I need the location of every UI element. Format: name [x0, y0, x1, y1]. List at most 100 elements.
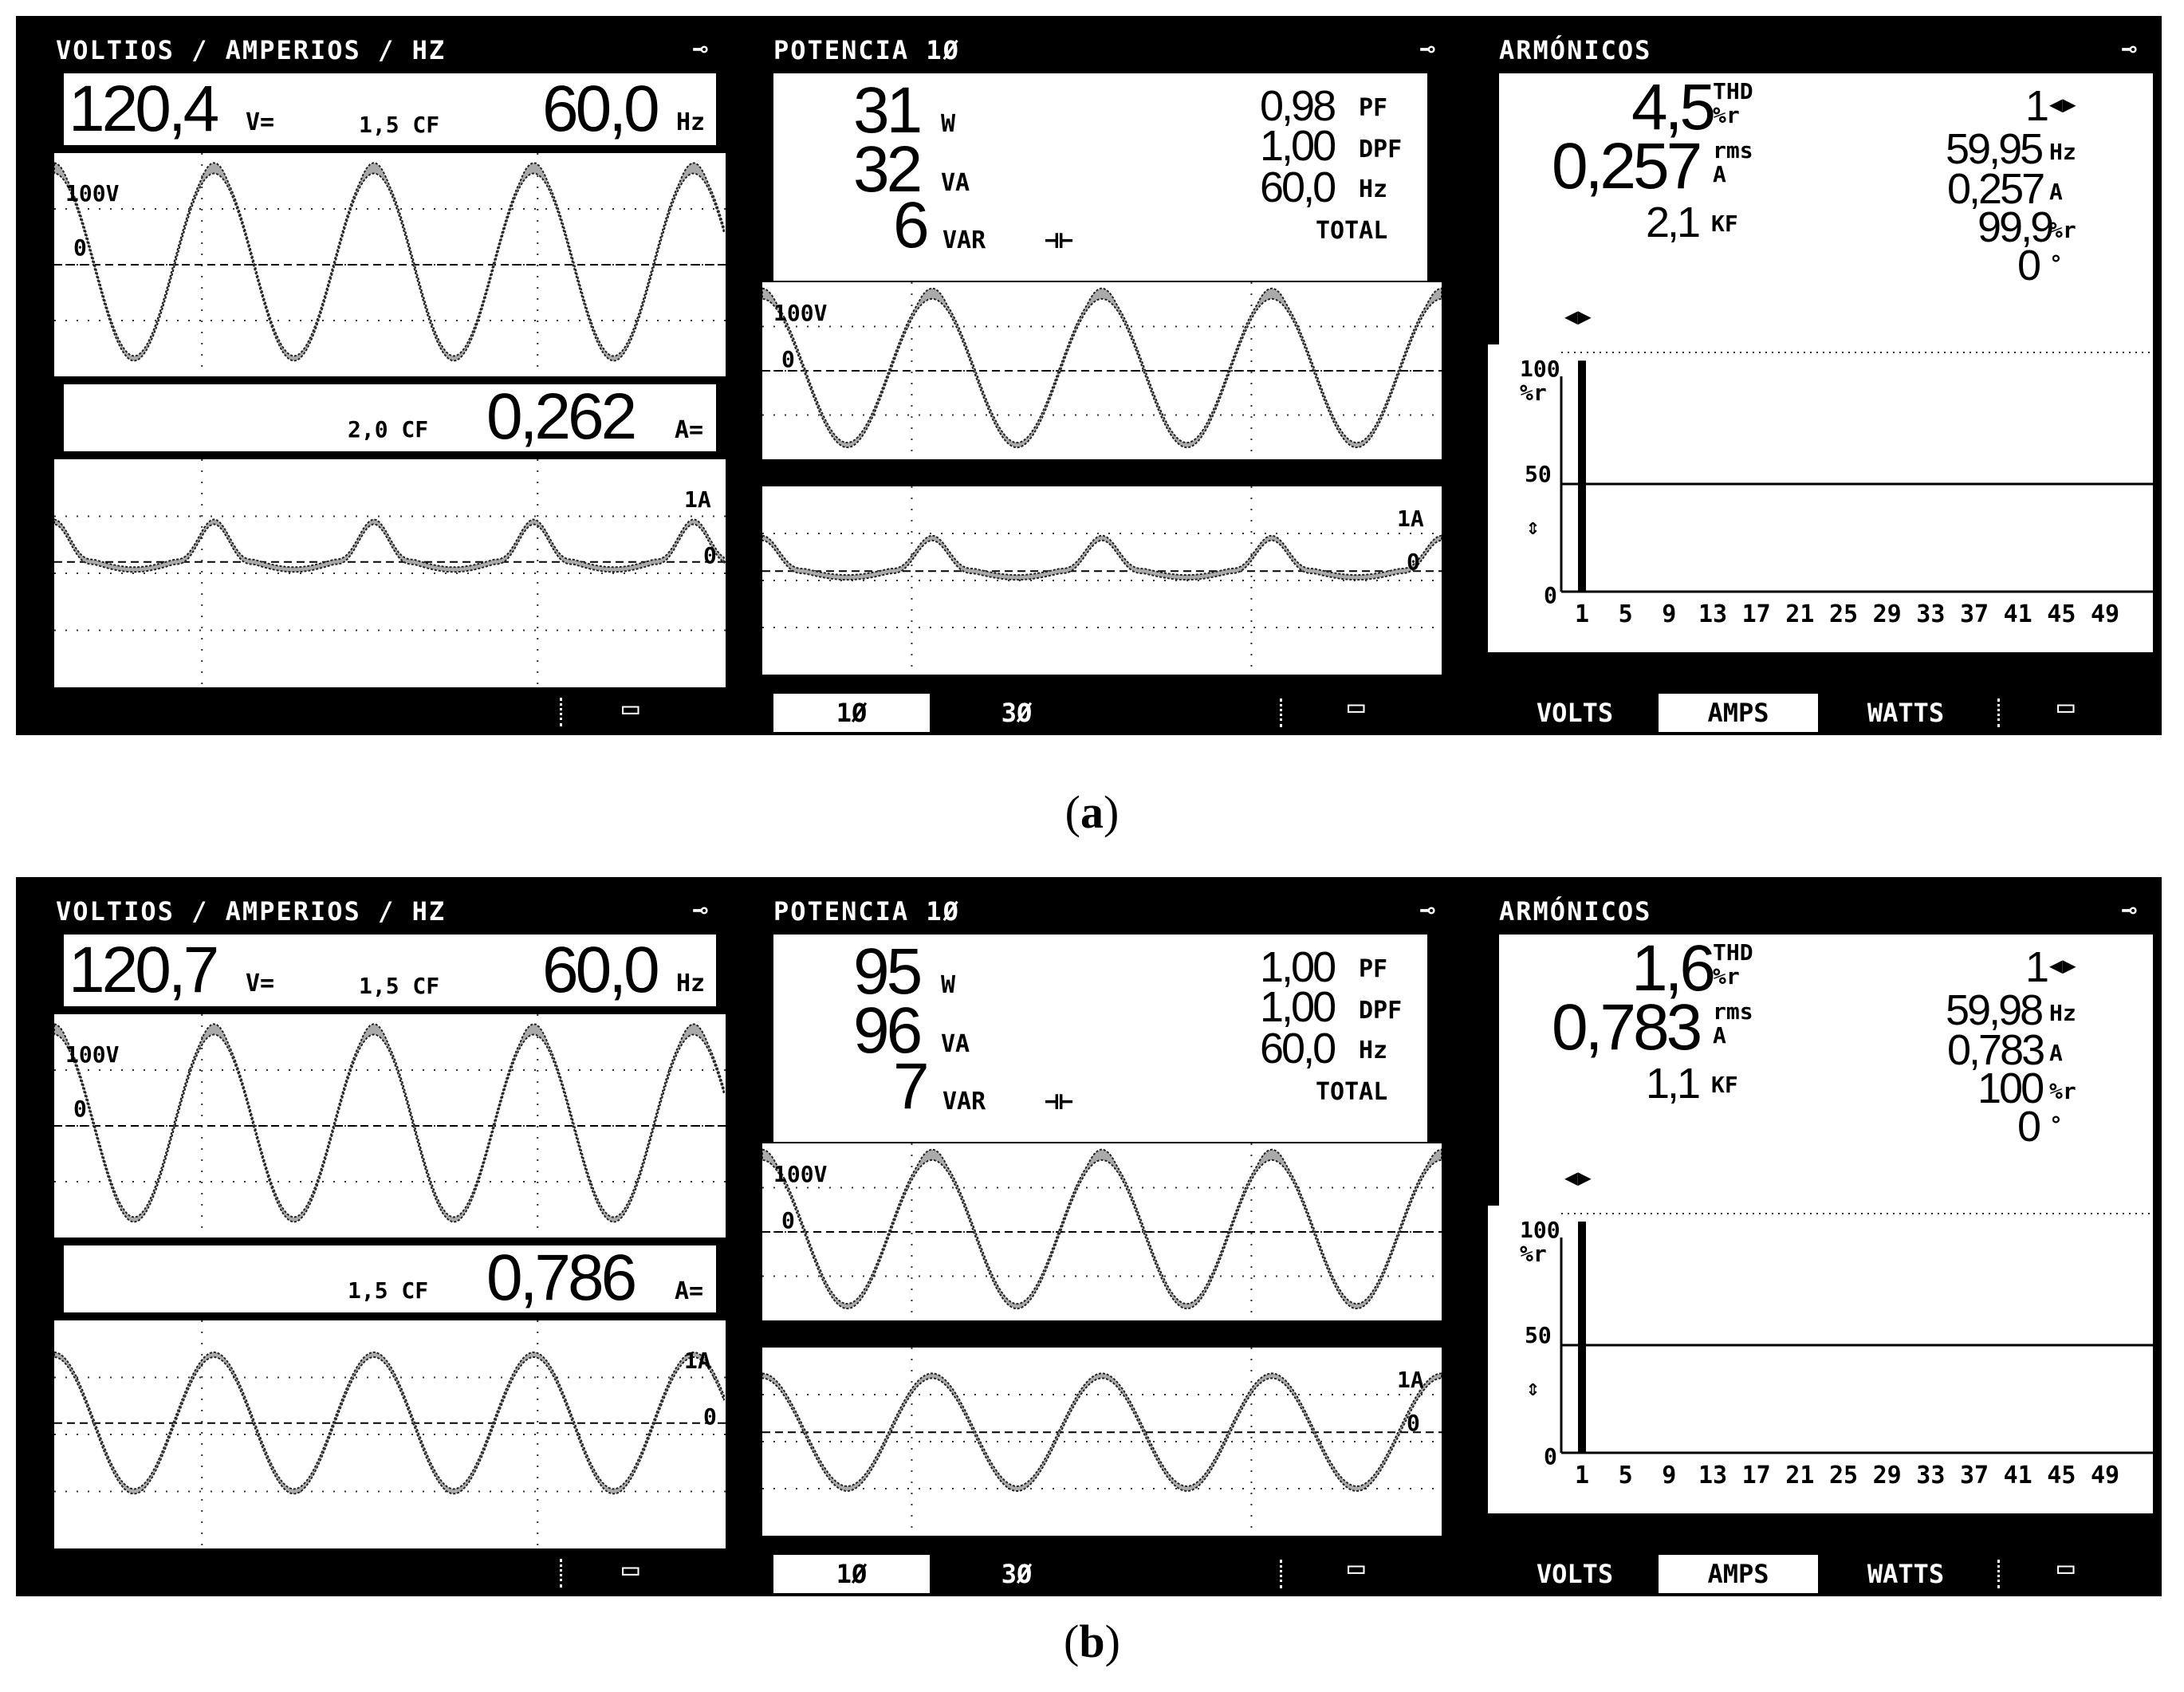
tab-amps[interactable]: AMPS: [1659, 694, 1818, 732]
va-unit: VA: [941, 1030, 970, 1058]
thd-unit: %r: [1713, 102, 1740, 128]
dpf-value: 1,00: [1260, 122, 1336, 170]
current-scale-label: 1A: [1397, 506, 1424, 532]
current-value: 0,262: [486, 380, 637, 453]
harmonic-tabs: VOLTS AMPS WATTS ▭: [1499, 691, 2153, 732]
harmonics-readout: 4,5 THD %r 0,257 rms A 2,1 KF 1 ◀▶ 59,95…: [1499, 73, 2153, 344]
tab-watts[interactable]: WATTS: [1826, 694, 1985, 732]
tab-1-phase[interactable]: 1Ø: [773, 694, 930, 732]
thd-label: THD: [1713, 78, 1753, 104]
screen-icon[interactable]: ▭: [622, 1553, 639, 1586]
tab-volts[interactable]: VOLTS: [1499, 694, 1651, 732]
voltage-value: 120,7: [69, 934, 219, 1006]
rms-value: 0,783: [1552, 991, 1702, 1064]
harmonic-spectrum: 1 5 9 13 17 21 25 29 33 37 41 45 49 100 %r 50 ⇕ 0: [1488, 344, 2153, 652]
rms-label: rms: [1713, 998, 1753, 1025]
panel-title: VOLTIOS / AMPERIOS / HZ: [56, 896, 447, 927]
va-unit: VA: [941, 169, 970, 197]
tab-volts[interactable]: VOLTS: [1499, 1555, 1651, 1593]
pf-unit: PF: [1359, 955, 1388, 983]
harmonic-cursor-icon[interactable]: ◀▶: [2049, 91, 2076, 117]
y-axis-unit: %r: [1520, 380, 1547, 406]
zero-label: 0: [703, 542, 717, 569]
va-value: 96: [853, 994, 923, 1067]
voltage-scale-label: 100V: [65, 180, 120, 207]
voltage-scale-label: 100V: [773, 1161, 828, 1187]
y-axis-zero-label: 0: [1544, 1443, 1557, 1470]
harmonics-panel: ARMÓNICOS ⊸ 4,5 THD %r 0,257 rms A 2,1 K…: [1475, 16, 2153, 735]
harmonic-tabs: VOLTS AMPS WATTS ▭: [1499, 1552, 2153, 1593]
bar-cursor-icon[interactable]: ◀▶: [1564, 1164, 1592, 1190]
x-tick-label: 21: [1785, 600, 1814, 628]
bar-cursor-icon[interactable]: ◀▶: [1564, 303, 1592, 329]
zero-label: 0: [1407, 549, 1420, 575]
percent-unit: %r: [2049, 1078, 2076, 1104]
x-tick-label: 49: [2091, 1462, 2119, 1489]
capacitor-icon: ⊣⊢: [1045, 226, 1074, 254]
rms-unit: A: [1713, 1022, 1726, 1049]
tab-3-phase[interactable]: 3Ø: [949, 1555, 1084, 1593]
analyzer-screens-b: VOLTIOS / AMPERIOS / HZ ⊸ 120,7 V= 1,5 C…: [16, 877, 2162, 1596]
tab-watts[interactable]: WATTS: [1826, 1555, 1985, 1593]
var-unit: VAR: [942, 226, 986, 254]
x-tick-label: 41: [2004, 600, 2032, 628]
screen-icon[interactable]: ▭: [2057, 1552, 2075, 1584]
current-crest-factor: 1,5 CF: [348, 1277, 429, 1304]
amps-unit: A: [2049, 1040, 2063, 1066]
tab-1-phase[interactable]: 1Ø: [773, 1555, 930, 1593]
screen-icon[interactable]: ▭: [622, 692, 639, 725]
frequency-value: 60,0: [1260, 1025, 1336, 1072]
zero-label: 0: [781, 346, 795, 372]
harmonic-phase: 0: [2017, 1103, 2041, 1151]
caption-a: (a): [1064, 786, 1120, 838]
voltage-scope: 100V 0: [54, 1014, 726, 1238]
kf-unit: KF: [1711, 211, 1738, 237]
current-scale-label: 1A: [684, 486, 711, 513]
voltage-value: 120,4: [69, 73, 219, 145]
total-label: TOTAL: [1316, 217, 1388, 245]
scroll-icon[interactable]: ⇕: [1526, 514, 1540, 540]
screen-icon[interactable]: ▭: [1348, 1552, 1365, 1584]
x-tick-label: 1: [1575, 1462, 1589, 1489]
current-scope: 1A 0: [762, 1348, 1442, 1536]
voltage-readout: 120,4 V= 1,5 CF 60,0 Hz: [64, 73, 716, 145]
pf-value: 1,00: [1260, 943, 1336, 991]
kf-value: 2,1: [1646, 199, 1701, 246]
watts-unit: W: [941, 971, 956, 999]
x-tick-label: 29: [1873, 1462, 1902, 1489]
divider: [1280, 1560, 1285, 1588]
plug-icon: ⊸: [692, 895, 708, 925]
current-readout: 1,5 CF 0,786 A=: [64, 1245, 716, 1312]
voltage-crest-factor: 1,5 CF: [359, 973, 440, 999]
harmonic-percent: 99,9: [1977, 203, 2054, 251]
frequency-unit: Hz: [676, 108, 706, 136]
tab-amps[interactable]: AMPS: [1659, 1555, 1818, 1593]
frequency-unit: Hz: [2049, 139, 2076, 165]
voltage-scope: 100V 0: [54, 153, 726, 376]
power-panel: POTENCIA 1Ø ⊸ 31 W 32 VA 6 VAR ⊣⊢ 0,98 P…: [750, 16, 1451, 735]
scroll-icon[interactable]: ⇕: [1526, 1375, 1540, 1401]
harmonic-frequency: 59,95: [1946, 125, 2044, 173]
harmonic-number: 1: [2025, 943, 2049, 991]
var-value: 7: [893, 1050, 930, 1123]
zero-label: 0: [1407, 1410, 1420, 1436]
power-readout: 31 W 32 VA 6 VAR ⊣⊢ 0,98 PF 1,00 DPF 60,…: [773, 73, 1427, 281]
plug-icon: ⊸: [1419, 895, 1435, 925]
current-scope: 1A 0: [54, 1320, 726, 1548]
x-tick-label: 13: [1698, 1462, 1727, 1489]
x-tick-label: 49: [2091, 600, 2119, 628]
rms-label: rms: [1713, 137, 1753, 163]
x-tick-label: 37: [1960, 1462, 1989, 1489]
y-axis-unit: %r: [1520, 1241, 1547, 1267]
watts-value: 31: [853, 74, 923, 147]
voltage-scale-label: 100V: [773, 300, 828, 326]
x-tick-label: 5: [1619, 1462, 1633, 1489]
harmonic-cursor-icon[interactable]: ◀▶: [2049, 952, 2076, 978]
voltage-readout: 120,7 V= 1,5 CF 60,0 Hz: [64, 935, 716, 1006]
screen-icon[interactable]: ▭: [1348, 691, 1365, 723]
thd-value: 1,6: [1631, 932, 1716, 1005]
zero-label: 0: [73, 1096, 87, 1122]
harmonics-panel: ARMÓNICOS ⊸ 1,6 THD %r 0,783 rms A 1,1 K…: [1475, 877, 2153, 1596]
tab-3-phase[interactable]: 3Ø: [949, 694, 1084, 732]
screen-icon[interactable]: ▭: [2057, 691, 2075, 723]
